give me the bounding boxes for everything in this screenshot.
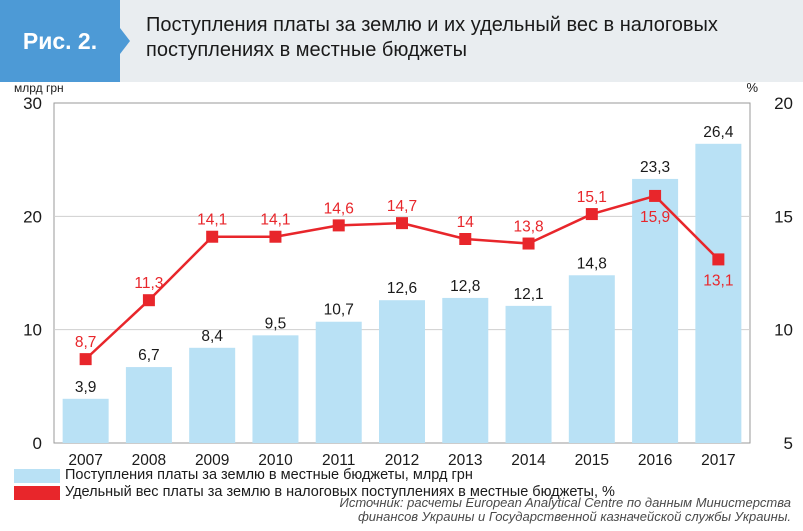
x-axis-tick-label: 2013 [448, 452, 482, 466]
chart-title: Поступления платы за землю и их удельный… [146, 13, 786, 63]
bar [252, 335, 299, 443]
header-band [0, 0, 803, 82]
bar-value-label: 6,7 [138, 347, 160, 364]
line-value-label: 14,1 [260, 212, 290, 229]
bar-value-label: 12,6 [387, 280, 417, 297]
right-axis-tick-label: 20 [774, 94, 793, 113]
line-marker [459, 233, 472, 245]
chart-plot: 0 10 20 30 5 10 15 20 млрд грн % 2007 2008 2009 2010 2… [14, 82, 793, 466]
line-value-label: 14 [457, 214, 475, 231]
x-axis-tick-label: 2017 [701, 452, 735, 466]
line-marker [79, 353, 92, 366]
bar [695, 143, 742, 444]
legend-swatch-bars [14, 469, 60, 483]
bar-value-label: 9,5 [265, 315, 287, 332]
chart-title-line-1: Поступления платы за землю и их удельный… [146, 14, 718, 36]
bar [62, 398, 109, 443]
right-axis-tick-label: 5 [784, 434, 793, 453]
bar [315, 321, 362, 443]
source-note-line-1: Источник: расчеты European Analytical Ce… [339, 495, 791, 510]
line-value-label: 8,7 [75, 334, 97, 351]
bar-value-label: 23,3 [640, 159, 670, 176]
chart-title-line-2: поступлениях в местные бюджеты [146, 39, 467, 61]
right-axis-tick-label: 10 [774, 321, 793, 340]
source-note: Источник: расчеты European Analytical Ce… [231, 496, 791, 524]
figure-label-arrow [120, 28, 130, 54]
source-note-line-2: финансов Украины и Государственной казна… [357, 509, 791, 524]
bar [632, 178, 679, 443]
legend-label-line: Удельный вес платы за землю в налоговых … [65, 484, 615, 500]
legend-swatch-line [14, 486, 60, 500]
left-axis-unit-label: млрд грн [14, 82, 64, 95]
line-value-label: 15,1 [577, 189, 607, 206]
left-axis-tick-label: 0 [33, 434, 42, 453]
line-marker [712, 253, 725, 266]
line-marker [396, 217, 408, 230]
x-axis-tick-label: 2007 [68, 452, 102, 466]
left-axis-tick-label: 30 [23, 94, 42, 113]
line-value-label: 14,1 [197, 212, 227, 229]
line-value-label: 13,8 [513, 219, 543, 236]
line-value-label: 14,6 [324, 200, 354, 217]
bar [505, 305, 552, 443]
bar-value-label: 14,8 [577, 255, 607, 272]
bar-value-label: 26,4 [703, 124, 734, 141]
figure-label: Рис. 2. [0, 0, 120, 82]
x-axis-tick-label: 2010 [258, 452, 293, 466]
x-axis-tick-label: 2008 [132, 452, 166, 466]
line-marker [332, 219, 345, 232]
bar-value-label: 8,4 [201, 328, 223, 345]
bar [189, 347, 236, 443]
line-value-label: 14,7 [387, 198, 417, 215]
x-axis-tick-label: 2014 [511, 452, 546, 466]
line-marker [206, 230, 219, 243]
left-axis-tick-label: 10 [23, 321, 42, 340]
left-axis-tick-label: 20 [23, 207, 42, 226]
line-marker [585, 208, 598, 221]
bar [125, 367, 172, 443]
bar [568, 275, 615, 443]
x-axis-tick-label: 2012 [385, 452, 419, 466]
bar [379, 300, 425, 443]
legend-label-bars: Поступления платы за землю в местные бюд… [65, 467, 473, 483]
bar-value-label: 12,1 [513, 286, 543, 303]
x-axis-tick-label: 2016 [638, 452, 672, 466]
line-value-label: 13,1 [703, 272, 733, 289]
right-axis-tick-label: 15 [774, 207, 793, 226]
x-axis-tick-label: 2015 [575, 452, 609, 466]
line-value-label: 15,9 [640, 209, 670, 226]
bar-value-label: 3,9 [75, 379, 97, 396]
line-marker [649, 189, 662, 202]
x-axis-tick-label: 2011 [322, 452, 355, 466]
bar [442, 297, 489, 443]
line-marker [269, 230, 282, 243]
line-marker [142, 294, 155, 307]
bar-value-label: 10,7 [324, 302, 354, 319]
right-axis-unit-label: % [746, 82, 758, 95]
x-axis-tick-label: 2009 [195, 452, 229, 466]
line-marker [522, 237, 535, 250]
line-value-label: 11,3 [134, 275, 163, 292]
bar-value-label: 12,8 [450, 278, 480, 295]
